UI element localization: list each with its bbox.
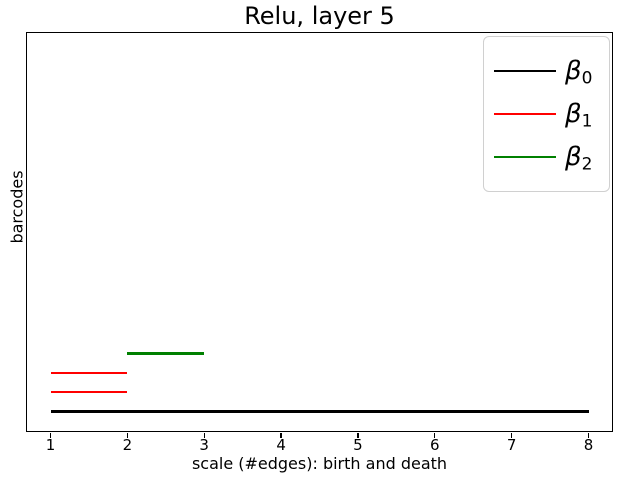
x-tick-mark [511, 432, 513, 438]
x-tick-mark [587, 432, 590, 438]
x-tick-label: 3 [199, 436, 209, 454]
x-tick-mark [126, 432, 128, 438]
x-axis-label: scale (#edges): birth and death [191, 454, 448, 473]
x-tick-label: 4 [276, 436, 286, 454]
legend-entry-beta2: β2 [494, 142, 599, 173]
legend-entry-beta1: β1 [494, 99, 599, 130]
legend: β0 β1 β2 [483, 36, 610, 192]
beta0-symbol: β [565, 56, 582, 86]
x-tick-mark [280, 432, 282, 438]
legend-label-beta0: β0 [565, 56, 592, 87]
barcode-bar-beta2 [127, 352, 205, 355]
chart-title: Relu, layer 5 [244, 2, 395, 30]
legend-line-beta0-icon [494, 69, 556, 73]
barcode-bar-beta1 [50, 390, 128, 394]
x-tick-label: 5 [353, 436, 363, 454]
legend-line-beta1-icon [494, 112, 556, 116]
x-tick-label: 8 [583, 436, 594, 454]
beta0-subscript: 0 [581, 68, 593, 89]
legend-entry-beta0: β0 [494, 56, 599, 87]
barcode-bar-beta1 [50, 371, 128, 375]
legend-label-beta1: β1 [565, 99, 592, 130]
beta2-subscript: 2 [581, 154, 593, 175]
beta1-subscript: 1 [581, 111, 593, 132]
legend-label-beta2: β2 [565, 142, 592, 173]
x-tick-mark [434, 432, 436, 438]
beta2-symbol: β [565, 142, 582, 172]
x-tick-label: 2 [122, 436, 133, 454]
barcode-bar-beta0 [50, 410, 589, 413]
legend-line-beta2-icon [494, 155, 556, 159]
y-axis-label: barcodes [7, 170, 27, 244]
x-tick-mark [49, 432, 52, 438]
x-tick-mark [203, 432, 205, 438]
x-tick-label: 1 [45, 436, 56, 454]
x-tick-label: 6 [430, 436, 440, 454]
x-tick-mark [357, 432, 359, 438]
x-tick-label: 7 [506, 436, 517, 454]
beta1-symbol: β [565, 99, 582, 129]
